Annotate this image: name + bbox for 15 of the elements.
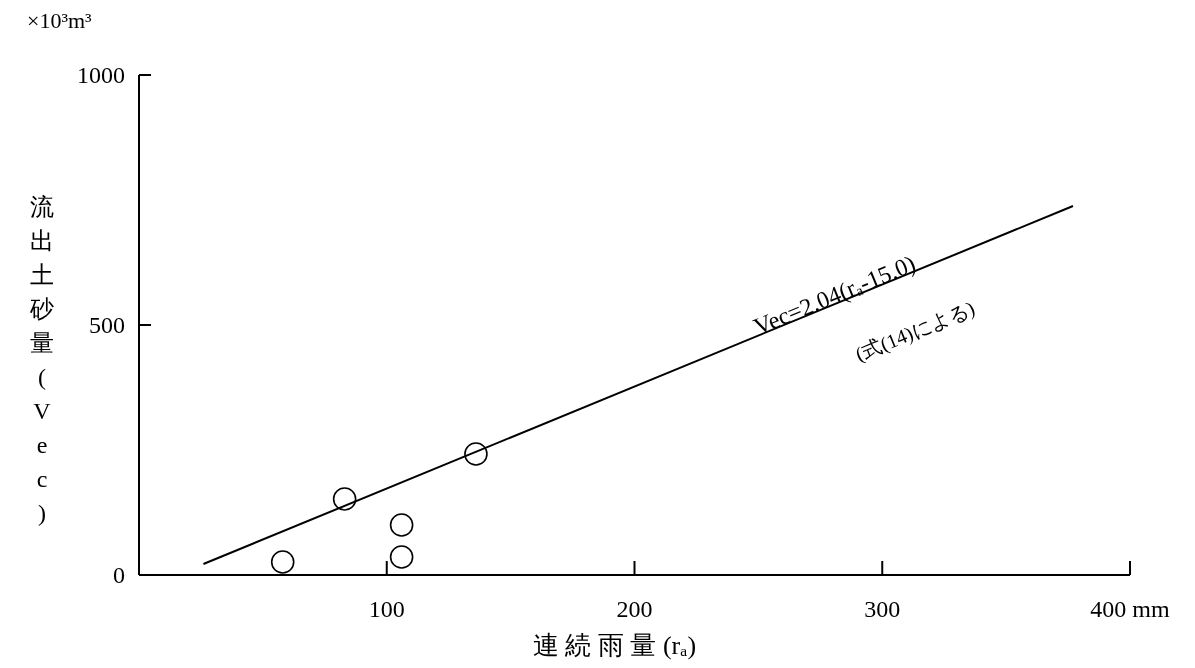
point xyxy=(464,442,488,466)
x-tick-label: 300 xyxy=(864,596,901,622)
text: 流出土砂量(Vec) xyxy=(30,194,54,526)
point xyxy=(389,545,414,569)
x-tick-label: 400 mm xyxy=(1090,596,1170,622)
y-tick-label: 0 xyxy=(113,562,125,589)
x-tick-label: 100 xyxy=(368,596,405,622)
y-tick-label: 500 xyxy=(89,312,125,339)
point xyxy=(389,513,414,537)
x-axis-title: 連 続 雨 量 (rₐ) xyxy=(532,631,697,660)
y-tick-label: 1000 xyxy=(77,62,125,89)
point xyxy=(332,487,357,511)
x-tick-label: 200 xyxy=(616,596,653,622)
point xyxy=(270,550,295,574)
text: ×10³m³ xyxy=(27,8,93,33)
